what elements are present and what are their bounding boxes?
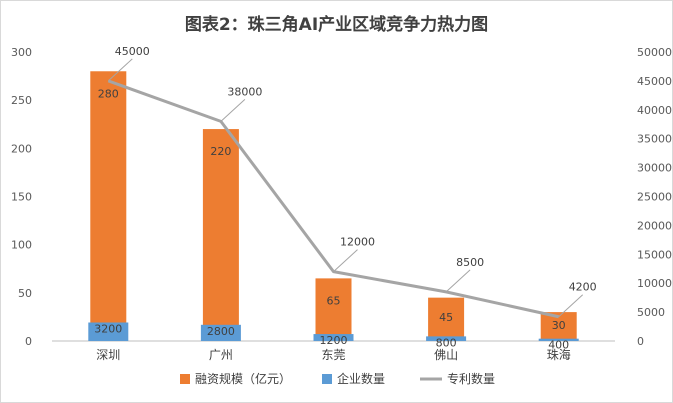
legend-label: 企业数量 (337, 371, 385, 386)
y-left-tick-label: 0 (25, 335, 32, 348)
legend-label: 专利数量 (447, 371, 495, 386)
data-label-enterprises: 800 (436, 336, 457, 349)
bar-enterprises (538, 338, 579, 341)
data-label-patents: 38000 (227, 85, 262, 98)
x-category-label: 广州 (209, 348, 233, 362)
x-category-label: 深圳 (96, 348, 120, 362)
data-label-enterprises: 3200 (94, 323, 122, 336)
bar-funding (202, 129, 239, 341)
y-right-tick-label: 20000 (637, 219, 672, 232)
data-label-patents: 4200 (569, 281, 597, 294)
bar-enterprises (200, 324, 241, 341)
leader-line (333, 249, 358, 273)
bar-enterprises (426, 336, 467, 341)
y-left-tick-label: 250 (11, 94, 32, 107)
bar-funding (540, 312, 577, 341)
bar-funding (428, 297, 465, 341)
chart-title: 图表2：珠三角AI产业区域竞争力热力图 (184, 15, 489, 35)
y-right-tick-label: 30000 (637, 162, 672, 175)
y-right-tick-label: 50000 (637, 46, 672, 59)
bar-funding (90, 71, 127, 342)
y-right-tick-label: 45000 (637, 75, 672, 88)
y-right-tick-label: 0 (637, 335, 644, 348)
legend-swatch (322, 374, 332, 384)
bar-funding (315, 278, 352, 341)
data-label-enterprises: 1200 (320, 334, 348, 347)
data-label-patents: 12000 (340, 236, 375, 249)
data-label-enterprises: 400 (548, 339, 569, 352)
x-category-label: 东莞 (321, 348, 345, 362)
legend-swatch (180, 374, 190, 384)
y-right-tick-label: 10000 (637, 277, 672, 290)
y-left-tick-label: 200 (11, 142, 32, 155)
x-category-label: 珠海 (547, 347, 571, 362)
data-label-patents: 45000 (115, 45, 150, 58)
y-left-tick-label: 50 (18, 287, 32, 300)
data-label-funding: 65 (327, 294, 341, 307)
bar-enterprises (88, 322, 129, 341)
legend-label: 融资规模（亿元） (195, 371, 291, 386)
y-right-tick-label: 40000 (637, 104, 672, 117)
bar-enterprises (313, 334, 354, 341)
y-right-tick-label: 25000 (637, 191, 672, 204)
y-right-tick-label: 5000 (637, 306, 665, 319)
data-label-funding: 280 (98, 87, 119, 100)
data-label-funding: 30 (552, 319, 566, 332)
leader-line (107, 58, 133, 82)
leader-line (445, 269, 471, 293)
leader-line (220, 98, 246, 122)
data-label-funding: 220 (210, 145, 231, 158)
x-category-label: 佛山 (434, 348, 458, 362)
y-left-tick-label: 100 (11, 239, 32, 252)
y-right-tick-label: 35000 (637, 133, 672, 146)
data-label-funding: 45 (439, 311, 453, 324)
y-right-tick-label: 15000 (637, 248, 672, 261)
leader-line (558, 294, 584, 318)
y-left-tick-label: 300 (11, 46, 32, 59)
data-label-enterprises: 2800 (207, 325, 235, 338)
data-label-patents: 8500 (456, 256, 484, 269)
y-left-tick-label: 150 (11, 191, 32, 204)
